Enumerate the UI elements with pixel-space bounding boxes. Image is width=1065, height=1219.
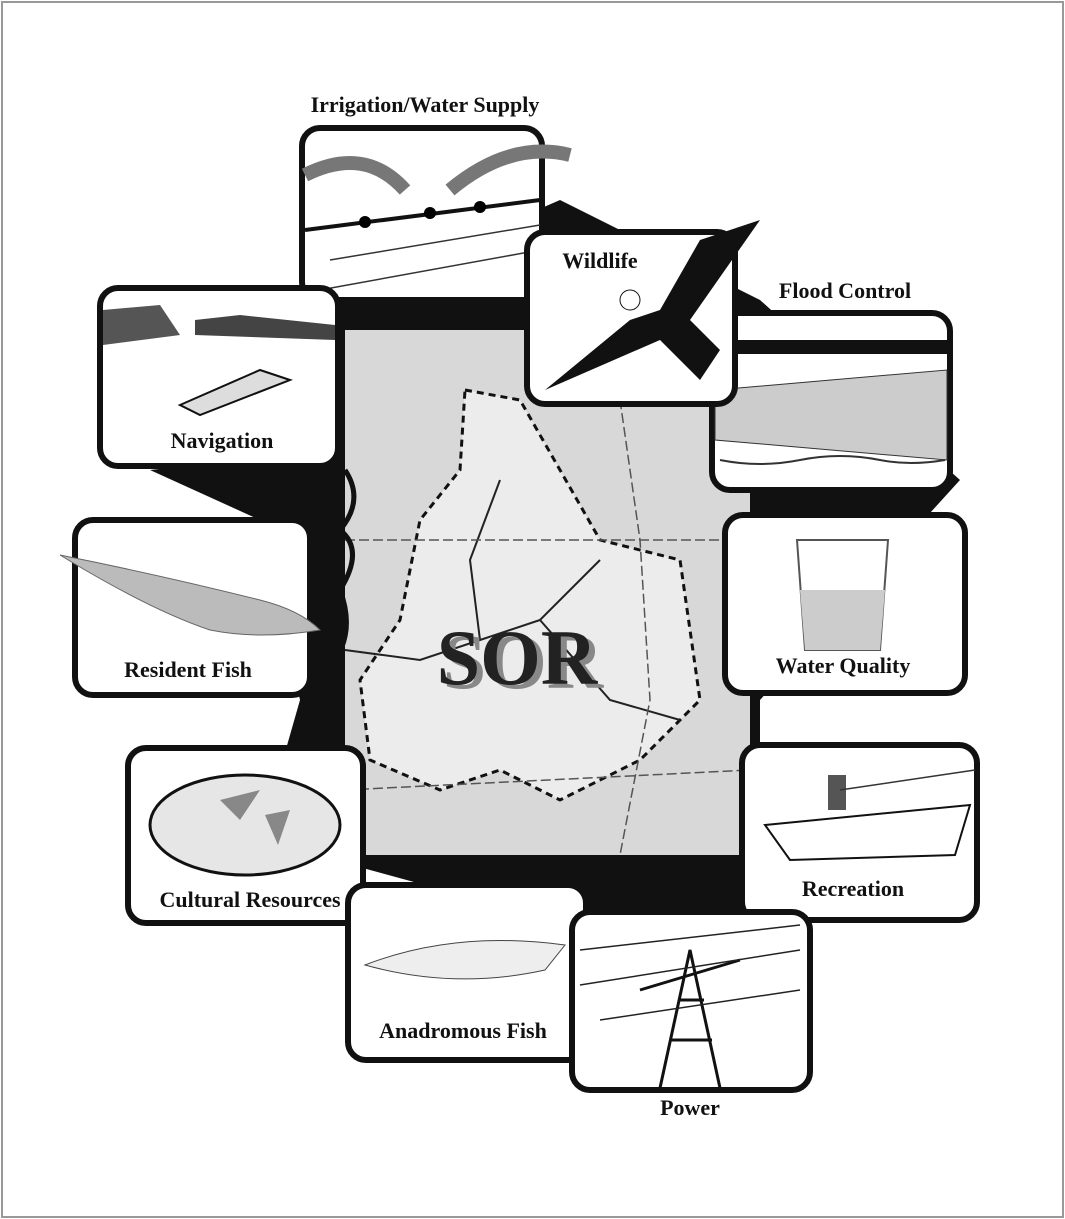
- panel-label: Flood Control: [779, 278, 911, 303]
- panel-label: Navigation: [171, 428, 274, 453]
- panel-label: Anadromous Fish: [379, 1018, 547, 1043]
- map: [335, 330, 750, 855]
- panel-label: Cultural Resources: [159, 887, 341, 912]
- panel: [572, 912, 810, 1090]
- center-label: SOR: [437, 614, 599, 701]
- panel-label: Power: [660, 1095, 720, 1120]
- panel: [712, 313, 950, 490]
- panel-label: Irrigation/Water Supply: [311, 92, 540, 117]
- diagram: SOR SOR Irrigation/Water Supply Flood Co…: [0, 0, 1065, 1219]
- panel-label: Wildlife: [562, 248, 638, 273]
- panel-label: Recreation: [802, 876, 904, 901]
- panel-label: Resident Fish: [124, 657, 252, 682]
- panel-label: Water Quality: [776, 653, 911, 678]
